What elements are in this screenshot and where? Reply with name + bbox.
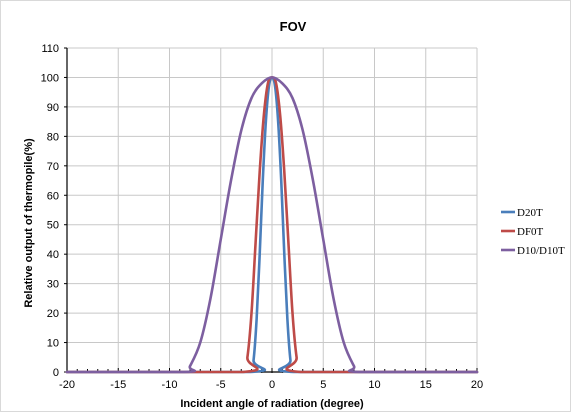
legend: D20T DF0T D10/D10T: [501, 207, 565, 257]
y-tick-label: 80: [47, 131, 59, 143]
x-tick-label: 5: [320, 379, 326, 391]
y-tick-label: 10: [47, 338, 59, 350]
series-line-d10-d10t: [65, 76, 479, 374]
x-tick-label: -10: [162, 379, 178, 391]
x-tick-label: 20: [471, 379, 483, 391]
legend-label: D10/D10T: [517, 245, 565, 257]
legend-label: DF0T: [517, 226, 544, 238]
y-tick-label: 60: [47, 190, 59, 202]
series-lines: [65, 76, 479, 374]
grid-lines: [66, 47, 478, 373]
axes: [64, 47, 478, 373]
chart-title: FOV: [280, 19, 307, 34]
x-tick-label: 10: [368, 379, 380, 391]
legend-label: D20T: [517, 207, 543, 219]
y-tick-label: 70: [47, 161, 59, 173]
x-tick-label: 0: [269, 379, 275, 391]
tick-labels: -20 -15 -10 -5 0 5 10 15 20 0 10 20 30 40 50 60 70 80 90 10…: [41, 43, 483, 391]
x-axis-label: Incident angle of radiation (degree): [180, 398, 364, 410]
y-tick-label: 50: [47, 220, 59, 232]
x-tick-label: 15: [420, 379, 432, 391]
y-tick-label: 20: [47, 308, 59, 320]
y-tick-label: 110: [41, 43, 59, 55]
y-tick-label: 100: [41, 72, 59, 84]
y-tick-label: 0: [53, 367, 59, 379]
y-tick-label: 40: [47, 249, 59, 261]
y-tick-label: 90: [47, 102, 59, 114]
x-tick-label: -15: [110, 379, 126, 391]
y-axis-label: Relative output of thermopile(%): [23, 138, 35, 308]
x-tick-label: -20: [59, 379, 75, 391]
y-tick-label: 30: [47, 279, 59, 291]
x-tick-label: -5: [216, 379, 226, 391]
